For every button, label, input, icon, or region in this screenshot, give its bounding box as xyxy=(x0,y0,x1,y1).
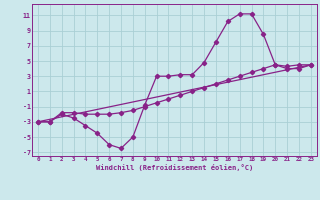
X-axis label: Windchill (Refroidissement éolien,°C): Windchill (Refroidissement éolien,°C) xyxy=(96,164,253,171)
